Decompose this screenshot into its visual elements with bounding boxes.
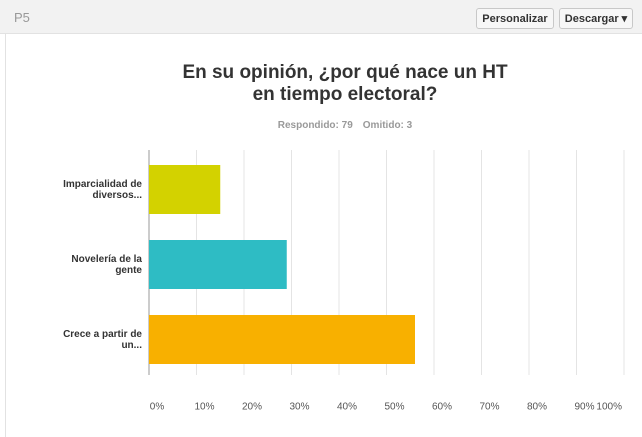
x-tick-label: 30% — [289, 402, 309, 413]
x-tick-label: 40% — [337, 402, 357, 413]
x-tick-label: 70% — [479, 402, 499, 413]
category-label: Imparcialidad de diversos... — [63, 178, 142, 201]
bar — [149, 165, 221, 214]
question-number: P5 — [14, 10, 30, 25]
bar — [149, 315, 415, 364]
category-label: Crece a partir de un... — [63, 328, 142, 351]
customize-button[interactable]: Personalizar — [476, 8, 554, 29]
x-tick-label: 20% — [242, 402, 262, 413]
x-tick-label: 0% — [150, 402, 165, 413]
x-tick-label: 50% — [384, 402, 404, 413]
skipped: Omitido: 3 — [362, 120, 413, 131]
x-tick-label: 80% — [527, 402, 547, 413]
x-tick-label: 60% — [432, 402, 452, 413]
category-label: Novelería de la gente — [71, 253, 142, 276]
subtitle: Respondido: 79 Omitido: 3 — [0, 120, 642, 131]
download-label[interactable]: Descargar — [564, 13, 619, 25]
answered: Respondido: 79 — [277, 120, 353, 131]
x-tick-label: 10% — [194, 402, 214, 413]
x-tick-label: 100% — [596, 402, 622, 413]
chart-title: En su opinión, ¿por qué nace un HT en ti… — [182, 62, 508, 105]
download-button[interactable]: Descargar ▾ — [559, 8, 633, 29]
x-tick-label: 90% — [574, 402, 594, 413]
bar — [149, 240, 287, 289]
toolbar: P5 Personalizar Descargar ▾ — [0, 0, 642, 34]
card — [5, 34, 642, 437]
